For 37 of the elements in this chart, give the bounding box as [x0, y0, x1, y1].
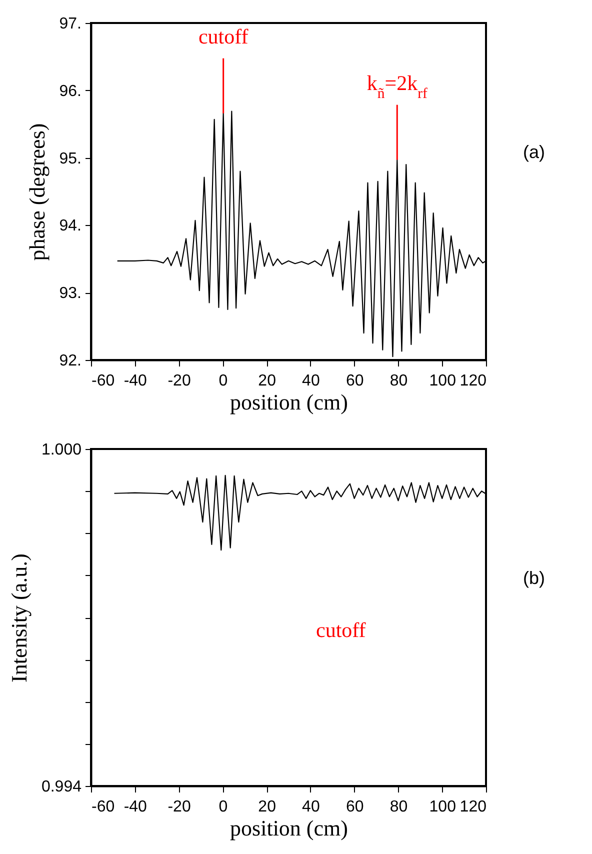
- x-axis-title: position (cm): [230, 390, 348, 414]
- x-tick-label: 20: [258, 798, 276, 816]
- annotation: cutoff: [198, 24, 248, 48]
- y-tick-label: 93.: [59, 285, 82, 302]
- text: (a): [523, 142, 545, 162]
- x-tick-label: 120: [460, 372, 487, 390]
- x-tick-label: 40: [302, 798, 320, 816]
- text: (b): [523, 568, 545, 588]
- x-tick-label: 80: [390, 798, 408, 816]
- y-tick-label: 92.: [59, 352, 82, 370]
- x-tick-label: 100: [429, 798, 456, 816]
- y-axis-title: phase (degrees): [24, 123, 50, 261]
- annotation: cutoff: [316, 618, 366, 642]
- x-tick-label: 60: [346, 798, 364, 816]
- x-tick-label: 80: [390, 372, 408, 390]
- annotation: k$_{ñ}$=2k$_{rf}$: [366, 70, 428, 102]
- y-tick-label: 94.: [59, 218, 82, 235]
- x-tick-label: 0: [218, 798, 228, 816]
- x-axis-title: position (cm): [230, 816, 348, 840]
- y-axis-title: Intensity (a.u.): [6, 554, 32, 682]
- x-tick-label: -20: [168, 798, 191, 816]
- x-tick-label: 40: [302, 372, 320, 390]
- x-tick-label: 60: [346, 372, 364, 390]
- x-tick-label: -60: [92, 798, 115, 816]
- x-tick-label: 0: [218, 372, 228, 390]
- x-tick-label: 100: [429, 372, 456, 390]
- x-tick-label: -40: [124, 372, 148, 390]
- x-tick-label: -20: [168, 372, 191, 390]
- x-tick-label: -60: [92, 372, 115, 390]
- y-tick-label: 95.: [59, 150, 82, 168]
- x-tick-label: -40: [124, 798, 148, 816]
- y-tick-label: 97.: [59, 16, 82, 32]
- y-tick-label: 1.000: [41, 442, 82, 458]
- x-tick-label: 20: [258, 372, 276, 390]
- y-tick-label: 96.: [59, 82, 82, 100]
- x-tick-label: 120: [460, 798, 487, 816]
- y-tick-label: 0.994: [41, 778, 82, 796]
